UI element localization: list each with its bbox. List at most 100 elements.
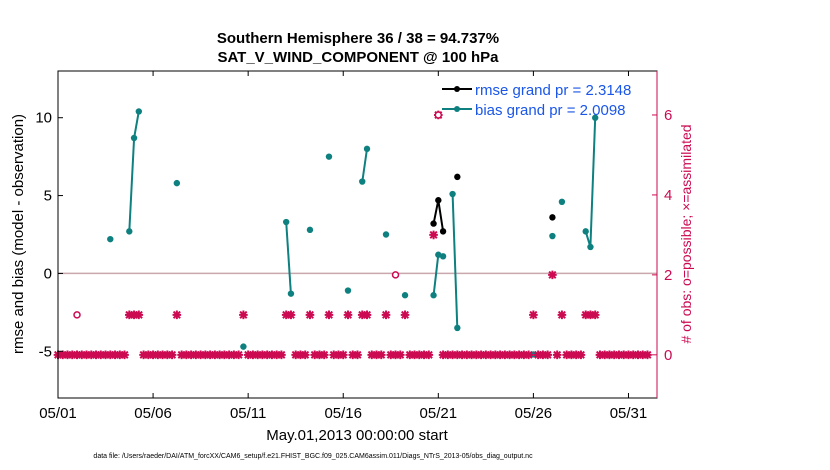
assimilated-marker-shape <box>153 350 163 360</box>
assimilated-marker-shape <box>372 350 381 360</box>
assimilated-marker <box>590 310 600 320</box>
assimilated-marker-shape <box>267 350 277 360</box>
assimilated-marker-shape <box>139 350 148 360</box>
assimilated-marker <box>529 310 538 320</box>
assimilated-marker <box>476 350 486 360</box>
assimilated-marker-shape <box>438 350 448 360</box>
assimilated-marker-shape <box>462 350 472 360</box>
assimilated-marker-shape <box>205 350 215 360</box>
rmse-point <box>454 173 461 181</box>
chart-title: Southern Hemisphere 36 / 38 = 94.737% <box>217 30 499 47</box>
assimilated-marker-shape <box>300 350 310 360</box>
bias-point <box>439 253 447 260</box>
assimilated-marker-shape <box>58 350 68 360</box>
assimilated-marker-shape <box>281 310 291 320</box>
assimilated-marker-shape <box>609 350 619 360</box>
assimilated-marker-shape <box>191 350 201 360</box>
assimilated-marker <box>495 350 505 360</box>
assimilated-marker <box>571 350 581 360</box>
y-axis-label: rmse and bias (model - observation) <box>10 114 27 354</box>
bias-point <box>240 343 247 350</box>
rmse-point <box>439 228 447 235</box>
assimilated-marker <box>524 350 533 360</box>
assimilated-marker <box>357 310 367 320</box>
assimilated-marker <box>462 350 472 360</box>
assimilated-marker <box>258 350 267 360</box>
assimilated-marker-shape <box>148 350 158 360</box>
assimilated-marker <box>177 350 186 360</box>
assimilated-marker-shape <box>315 350 324 360</box>
possible-marker <box>391 271 400 279</box>
assimilated-marker <box>510 350 519 360</box>
assimilated-marker <box>581 310 590 320</box>
assimilated-marker <box>172 310 182 320</box>
assimilated-marker-shape <box>296 350 305 360</box>
assimilated-marker-shape <box>605 350 614 360</box>
assimilated-marker <box>505 350 514 360</box>
bias-point <box>363 145 371 153</box>
assimilated-marker <box>595 350 605 360</box>
assimilated-marker-shape <box>538 350 548 360</box>
assimilated-marker-shape <box>248 350 258 360</box>
bias-point <box>558 198 566 205</box>
footer-datafile: data file: /Users/raeder/DAI/ATM_forcXX/… <box>93 453 533 460</box>
assimilated-marker <box>324 310 334 320</box>
legend: rmse grand pr = 2.3148 bias grand pr = 2… <box>442 82 631 119</box>
assimilated-marker-shape <box>319 350 329 360</box>
bias-point <box>587 243 594 251</box>
bias-point <box>130 134 138 142</box>
assimilated-marker <box>453 350 462 360</box>
assimilated-marker-shape <box>343 310 353 320</box>
bias-point <box>287 290 295 297</box>
bias-line <box>285 221 292 294</box>
assimilated-marker-shape <box>186 350 196 360</box>
assimilated-marker-shape <box>391 350 400 360</box>
assimilated-marker <box>262 350 272 360</box>
assimilated-marker-shape <box>91 350 101 360</box>
assimilated-marker-shape <box>443 350 453 360</box>
assimilated-marker-shape <box>395 350 405 360</box>
assimilated-marker-shape <box>595 350 605 360</box>
assimilated-marker-shape <box>415 350 424 360</box>
assimilated-marker-shape <box>120 350 129 360</box>
assimilated-marker-shape <box>376 350 386 360</box>
assimilated-marker <box>624 350 633 360</box>
assimilated-marker-shape <box>600 350 610 360</box>
assimilated-marker-shape <box>562 350 571 360</box>
x-tick-label: 05/16 <box>324 405 362 422</box>
assimilated-marker-shape <box>324 310 334 320</box>
bias-point <box>135 108 143 115</box>
assimilated-marker <box>120 350 129 360</box>
assimilated-marker-shape <box>643 350 652 360</box>
assimilated-marker <box>315 350 324 360</box>
assimilated-marker <box>319 350 329 360</box>
bias-point <box>306 226 314 234</box>
assimilated-marker-shape <box>338 350 348 360</box>
assimilated-marker-shape <box>552 350 562 360</box>
assimilated-marker <box>443 350 453 360</box>
bias-point <box>382 231 390 238</box>
y2-tick-label: 6 <box>664 107 672 124</box>
bias-point <box>282 218 290 226</box>
assimilated-marker <box>234 350 243 360</box>
assimilated-marker <box>105 350 115 360</box>
obs-markers-group <box>53 110 652 360</box>
assimilated-marker-shape <box>172 310 182 320</box>
assimilated-marker <box>163 350 172 360</box>
assimilated-marker <box>638 350 648 360</box>
assimilated-marker <box>191 350 201 360</box>
assimilated-marker <box>310 350 320 360</box>
assimilated-marker <box>343 310 353 320</box>
assimilated-marker-shape <box>533 350 543 360</box>
assimilated-marker <box>429 230 438 240</box>
assimilated-marker <box>86 350 96 360</box>
assimilated-marker-shape <box>234 350 243 360</box>
y-tick-label: 10 <box>35 110 52 127</box>
bias-point <box>430 292 437 299</box>
assimilated-marker <box>586 310 595 320</box>
assimilated-marker-shape <box>576 350 586 360</box>
assimilated-marker <box>148 350 158 360</box>
assimilated-marker <box>91 350 101 360</box>
assimilated-marker-shape <box>557 310 567 320</box>
